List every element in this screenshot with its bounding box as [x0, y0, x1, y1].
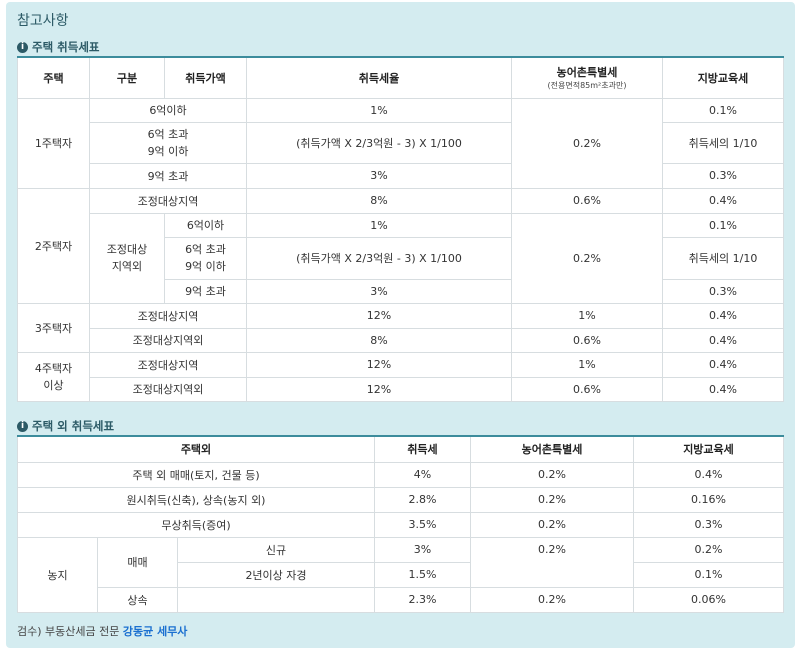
cell: 취득세의 1/10 [662, 121, 784, 164]
cell: 무상취득(증여) [17, 511, 375, 538]
cell: 0.1% [662, 212, 784, 238]
cell: 조정대상지역 [89, 187, 247, 214]
cell: 1% [511, 302, 663, 329]
cell: 8% [246, 327, 512, 353]
cell: 0.6% [511, 187, 663, 214]
col-category: 구분 [89, 56, 165, 99]
non-house-tax-table: 주택외 취득세 농어촌특별세 지방교육세 주택 외 매매(토지, 건물 등) 4… [17, 435, 784, 613]
cell: 0.1% [633, 561, 784, 588]
col-rural-label: 농어촌특별세 [556, 66, 618, 80]
col-edu: 지방교육세 [633, 435, 784, 463]
section1-title: 주택 취득세표 [32, 40, 100, 54]
cell: 조정대상 지역외 [89, 212, 165, 304]
cell: 9억 초과 [164, 278, 247, 304]
page-title: 참고사항 [17, 13, 69, 29]
cell: 0.4% [662, 351, 784, 378]
col-price: 취득가액 [164, 56, 247, 99]
cell: 조정대상지역 [89, 351, 247, 378]
cell: 0.4% [633, 461, 784, 488]
info-icon: i [17, 41, 28, 53]
table-row: 원시취득(신축), 상속(농지 외) 2.8% 0.2% 0.16% [17, 486, 784, 513]
cell: 원시취득(신축), 상속(농지 외) [17, 486, 375, 513]
cell-3house: 3주택자 [17, 302, 90, 353]
section2-title: 주택 외 취득세표 [32, 419, 115, 433]
cell: 1% [246, 97, 512, 123]
cell: 0.4% [662, 187, 784, 214]
cell: 0.2% [470, 486, 634, 513]
table-row: 주택 외 매매(토지, 건물 등) 4% 0.2% 0.4% [17, 461, 784, 488]
cell: 0.3% [662, 278, 784, 304]
cell: 2.8% [374, 486, 471, 513]
cell: 조정대상지역 [89, 302, 247, 329]
col-rural: 농어촌특별세 [470, 435, 634, 463]
cell-4house: 4주택자 이상 [17, 351, 90, 402]
cell: 매매 [97, 536, 178, 588]
cell: 상속 [97, 586, 178, 613]
cell: 0.6% [511, 376, 663, 402]
cell: 6억이하 [164, 212, 247, 238]
col-rural-sub: (전용면적85m²초과만) [547, 81, 627, 91]
cell: 0.2% [511, 97, 663, 189]
col-rate: 취득세율 [246, 56, 512, 99]
cell: 0.3% [633, 511, 784, 538]
cell: 0.06% [633, 586, 784, 613]
cell: 0.6% [511, 327, 663, 353]
table-row: 무상취득(증여) 3.5% 0.2% 0.3% [17, 511, 784, 538]
cell-1house: 1주택자 [17, 97, 90, 189]
cell: 0.1% [662, 97, 784, 123]
cell: 8% [246, 187, 512, 214]
cell: 0.16% [633, 486, 784, 513]
cell: 주택 외 매매(토지, 건물 등) [17, 461, 375, 488]
cell [177, 586, 375, 613]
cell: 6억 초과 9억 이하 [164, 236, 247, 280]
col-type: 주택외 [17, 435, 375, 463]
section1-heading: i 주택 취득세표 [17, 39, 99, 55]
cell: 조정대상지역외 [89, 376, 247, 402]
cell: 6억 초과 9억 이하 [89, 121, 247, 164]
cell: 0.3% [662, 162, 784, 189]
cell: 3% [246, 162, 512, 189]
col-house: 주택 [17, 56, 90, 99]
reviewer-prefix: 검수) 부동산세금 전문 [17, 625, 123, 638]
col-edu: 지방교육세 [662, 56, 784, 99]
cell: 12% [246, 351, 512, 378]
cell: 0.4% [662, 302, 784, 329]
cell: 1.5% [374, 561, 471, 588]
cell: 0.2% [470, 586, 634, 613]
cell: 0.4% [662, 376, 784, 402]
cell: 1% [246, 212, 512, 238]
cell: 0.2% [470, 511, 634, 538]
reviewer-name: 강동균 세무사 [122, 625, 188, 638]
cell: 6억이하 [89, 97, 247, 123]
cell: (취득가액 X 2/3억원 - 3) X 1/100 [246, 121, 512, 164]
cell: 1% [511, 351, 663, 378]
cell: 취득세의 1/10 [662, 236, 784, 280]
cell: 0.2% [633, 536, 784, 563]
cell: 4% [374, 461, 471, 488]
cell: 신규 [177, 536, 375, 563]
cell: 3% [246, 278, 512, 304]
cell: 12% [246, 376, 512, 402]
col-tax: 취득세 [374, 435, 471, 463]
cell: 0.2% [470, 461, 634, 488]
cell: 2.3% [374, 586, 471, 613]
cell: 12% [246, 302, 512, 329]
cell: 2년이상 자경 [177, 561, 375, 588]
reviewer-note: 검수) 부동산세금 전문 강동균 세무사 [17, 623, 187, 639]
cell: (취득가액 X 2/3억원 - 3) X 1/100 [246, 236, 512, 280]
col-rural: 농어촌특별세 (전용면적85m²초과만) [511, 56, 663, 99]
house-tax-table: 주택 구분 취득가액 취득세율 농어촌특별세 (전용면적85m²초과만) 지방교육… [17, 56, 784, 402]
cell: 3.5% [374, 511, 471, 538]
cell: 3% [374, 536, 471, 563]
cell: 0.2% [511, 212, 663, 304]
cell: 0.4% [662, 327, 784, 353]
info-icon: i [17, 420, 28, 432]
cell: 9억 초과 [89, 162, 247, 189]
cell-2house: 2주택자 [17, 187, 90, 304]
cell: 조정대상지역외 [89, 327, 247, 353]
section2-heading: i 주택 외 취득세표 [17, 418, 114, 434]
cell-farm: 농지 [17, 536, 98, 613]
cell: 0.2% [470, 536, 634, 588]
